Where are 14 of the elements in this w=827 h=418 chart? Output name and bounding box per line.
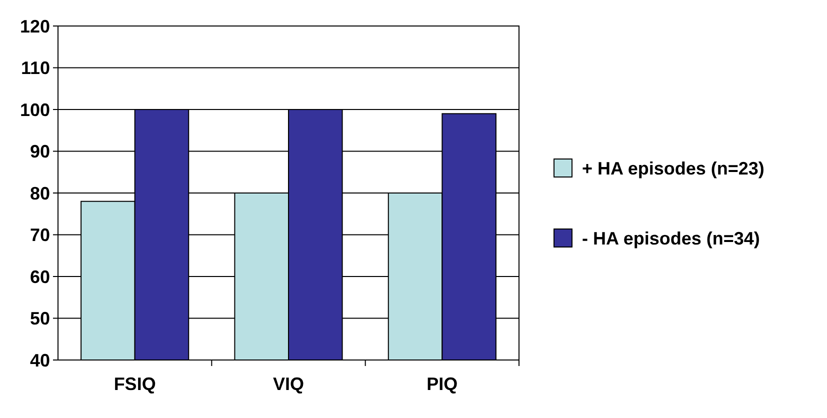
legend-label: + HA episodes (n=23) xyxy=(582,158,764,178)
x-tick-label: FSIQ xyxy=(114,374,156,394)
legend-label: - HA episodes (n=34) xyxy=(582,228,760,248)
y-tick-label: 40 xyxy=(30,350,50,370)
y-tick-label: 70 xyxy=(30,225,50,246)
y-tick-label: 50 xyxy=(30,308,50,329)
y-tick-label: 110 xyxy=(20,58,50,78)
y-tick-label: 100 xyxy=(20,100,50,120)
x-tick-label: VIQ xyxy=(272,374,304,394)
x-tick-label: PIQ xyxy=(426,374,458,394)
y-tick-label: 60 xyxy=(30,266,50,287)
y-tick-label: 80 xyxy=(30,183,50,204)
y-tick-label: 90 xyxy=(30,142,50,162)
y-tick-label: 120 xyxy=(20,16,50,36)
